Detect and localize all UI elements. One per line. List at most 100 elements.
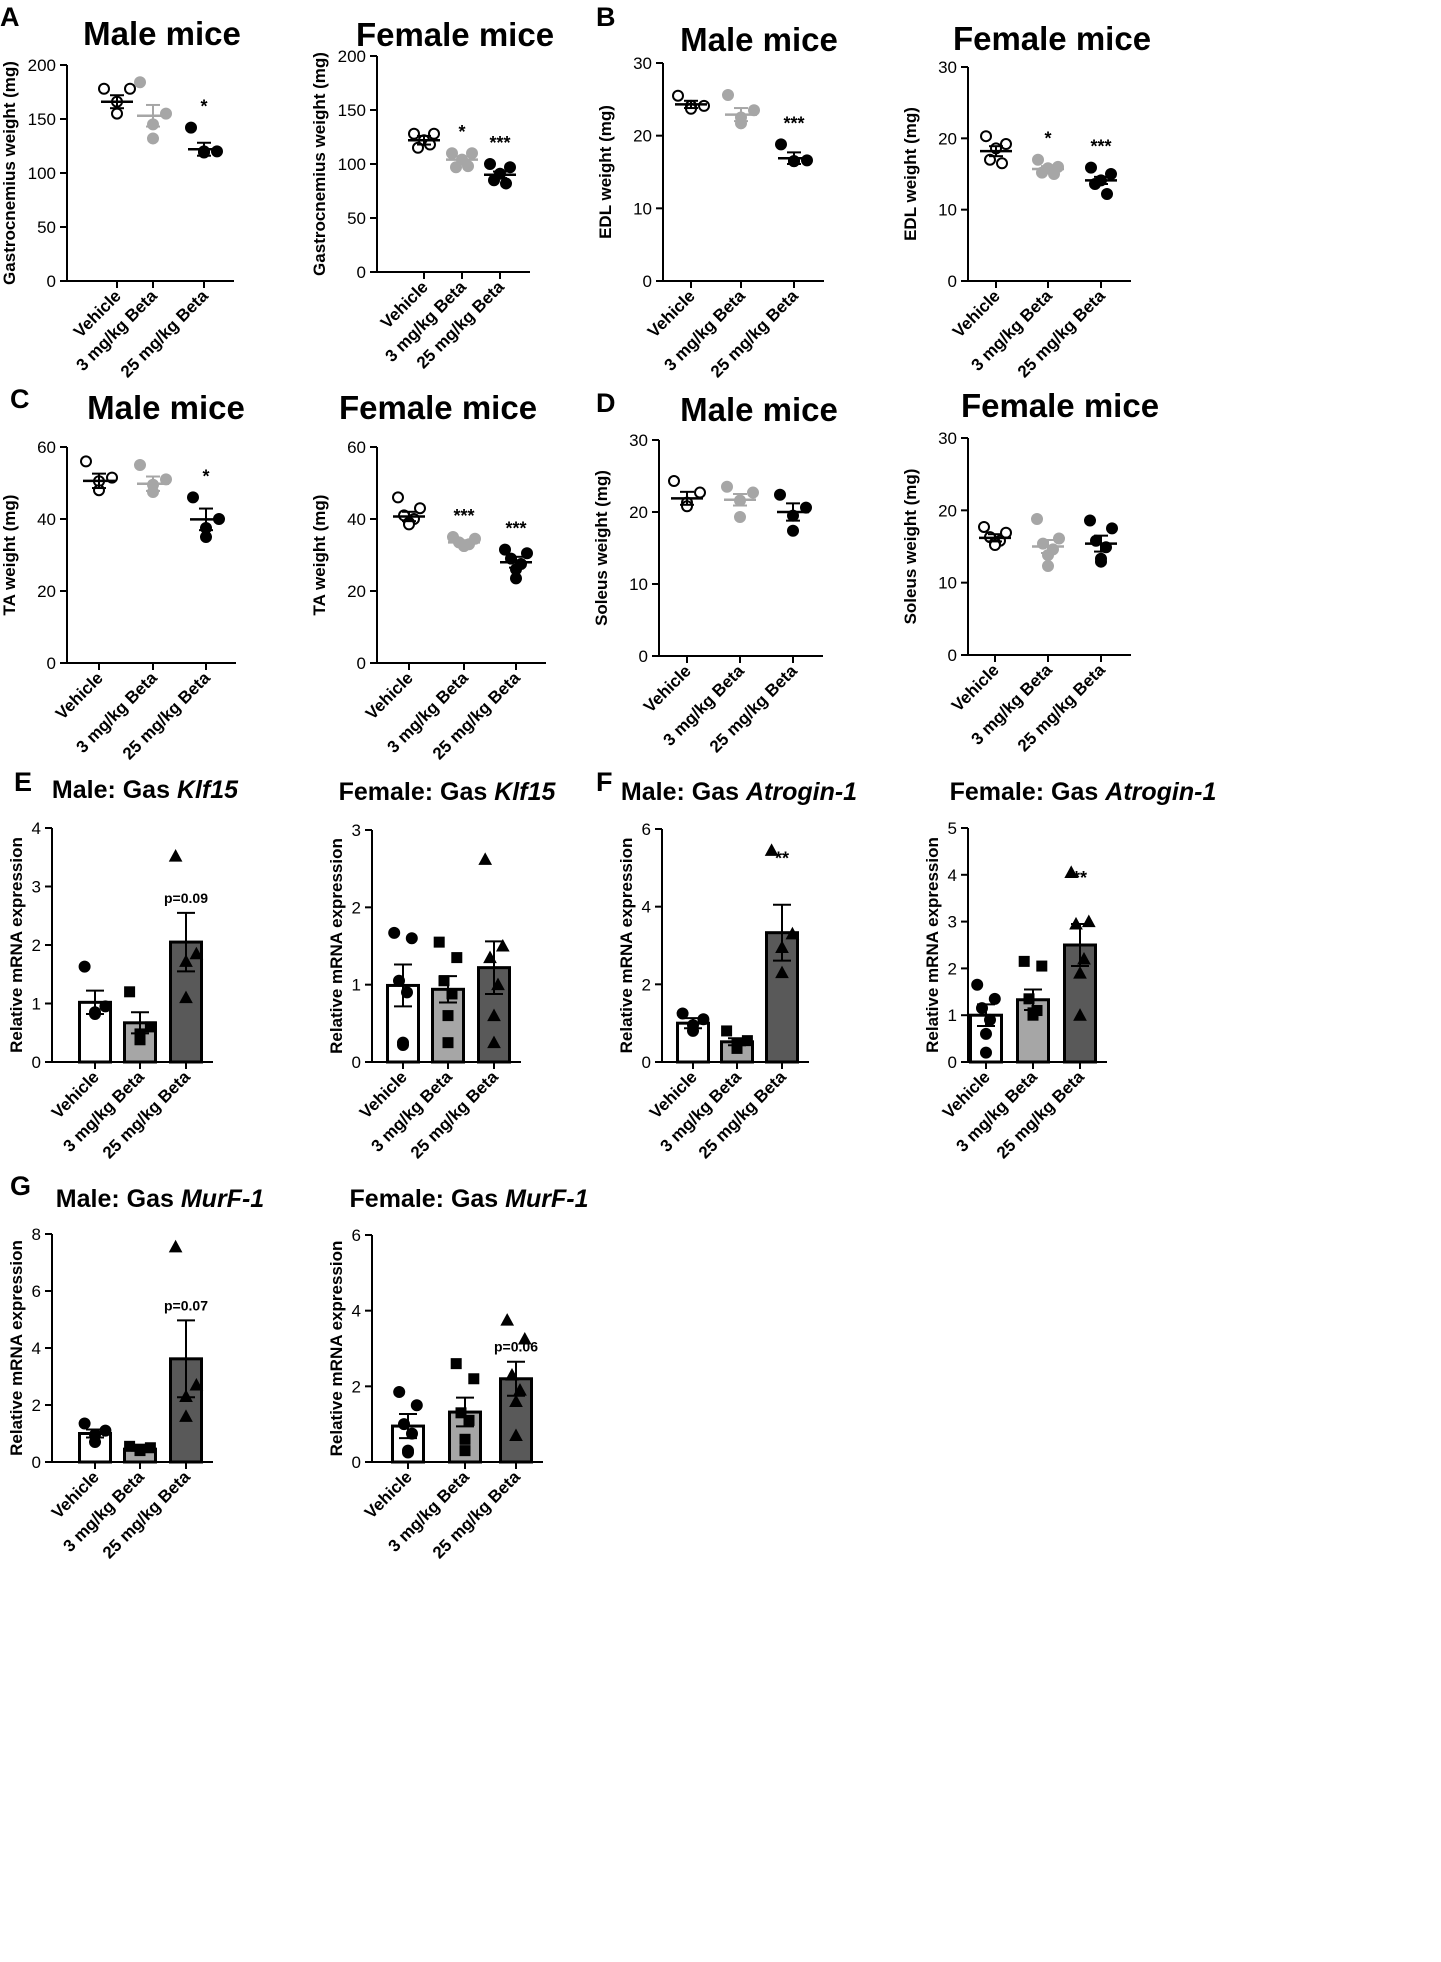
y-tick-label: 6 [642,820,651,839]
data-point [144,1021,156,1033]
y-tick-label: 3 [948,913,957,932]
y-axis-title: Relative mRNA expression [327,1241,346,1457]
data-point [89,1436,101,1449]
data-point [500,1313,515,1326]
panel-label: G [10,1171,31,1201]
significance-label: *** [505,519,526,539]
data-point [509,1394,523,1407]
y-tick-label: 40 [37,510,56,529]
data-point [160,107,172,120]
chart-title-gene: Klf15 [177,776,239,804]
data-point [801,154,813,167]
y-axis-title: Relative mRNA expression [923,837,942,1053]
y-tick-label: 20 [37,582,56,601]
data-point [1064,865,1079,878]
data-point [189,946,204,960]
data-point [509,1428,523,1442]
y-tick-label: 6 [32,1282,41,1301]
y-tick-label: 150 [338,101,366,120]
y-tick-label: 0 [948,272,957,291]
data-point [1032,153,1044,166]
data-point [996,157,1008,170]
y-tick-label: 1 [352,976,361,995]
chart-title: Male: Gas Atrogin-1 [621,778,857,806]
data-point [499,543,511,556]
data-point [466,147,478,160]
data-point [438,975,450,987]
data-point [89,1008,101,1021]
data-point [410,1399,423,1412]
data-point [1081,914,1096,928]
data-point [731,1042,743,1054]
y-tick-label: 0 [47,272,56,291]
data-point [446,988,458,1000]
data-point [463,1414,475,1426]
y-tick-label: 2 [352,898,361,917]
data-point [1095,555,1107,568]
chart-title-gene: MurF-1 [505,1185,588,1213]
x-tick-label: Vehicle [361,1467,416,1522]
data-point [698,99,710,112]
data-point [446,147,458,160]
y-tick-label: 0 [643,272,652,291]
chart-title: Female: Gas Atrogin-1 [950,778,1217,806]
chart-G-male: G Male: Gas MurF-1 0 2 4 6 8 Relative mRNA expr… [7,1171,264,1562]
chart-title: Male mice [680,21,838,58]
p-value-label: p=0.09 [164,890,208,906]
data-point [1053,532,1065,545]
significance-label: *** [1090,137,1111,157]
data-point [775,965,789,979]
data-point [211,145,223,158]
data-point [405,932,418,945]
data-point [111,107,123,120]
y-tick-label: 4 [352,1302,361,1321]
data-point [397,1038,409,1051]
chart-title-gene: Atrogin-1 [1104,778,1216,806]
data-point [1105,168,1117,180]
significance-label: *** [453,506,474,526]
y-tick-label: 20 [629,503,648,522]
chart-title: Male mice [87,389,245,426]
y-tick-label: 0 [642,1053,651,1072]
y-axis-title: TA weight (mg) [0,495,19,616]
data-point [124,82,136,95]
y-tick-label: 20 [347,582,366,601]
data-point [1069,916,1083,930]
y-axis-title: Gastrocnemius weight (mg) [310,52,329,276]
data-point [976,1002,988,1015]
data-point [134,459,146,471]
y-tick-label: 20 [633,127,652,146]
chart-A-male: A Male mice 0 50 100 150 200 Gastrocnemius weig… [0,2,241,381]
data-point [78,960,91,973]
data-point [1084,514,1096,527]
y-tick-label: 200 [338,47,366,66]
y-tick-label: 150 [28,110,56,129]
y-tick-label: 4 [32,1339,41,1358]
data-point [408,127,420,140]
data-point [80,455,92,468]
x-tick-label: 25 mg/kg Beta [993,1067,1088,1162]
data-point [99,1000,112,1013]
data-point [694,486,706,499]
p-value-label: p=0.06 [494,1339,538,1355]
y-axis-title: Soleus weight (mg) [592,470,611,626]
data-point [1085,161,1097,174]
data-point [495,938,510,952]
data-point [393,1386,406,1399]
significance-label: ** [1073,868,1087,888]
data-point [722,88,734,101]
x-tick-label: Vehicle [52,668,107,723]
y-tick-label: 40 [347,510,366,529]
chart-G-female: Female: Gas MurF-1 0 2 4 6 Relative mRNA expr… [327,1185,588,1562]
y-tick-label: 10 [938,574,957,593]
y-tick-label: 30 [633,54,652,73]
data-point [785,926,800,940]
x-tick-label: Vehicle [362,668,417,723]
y-tick-label: 6 [352,1226,361,1245]
y-tick-label: 2 [32,1396,41,1415]
data-point [455,1407,467,1419]
data-point [468,1373,480,1385]
chart-title-prefix: Female: Gas [950,778,1106,806]
